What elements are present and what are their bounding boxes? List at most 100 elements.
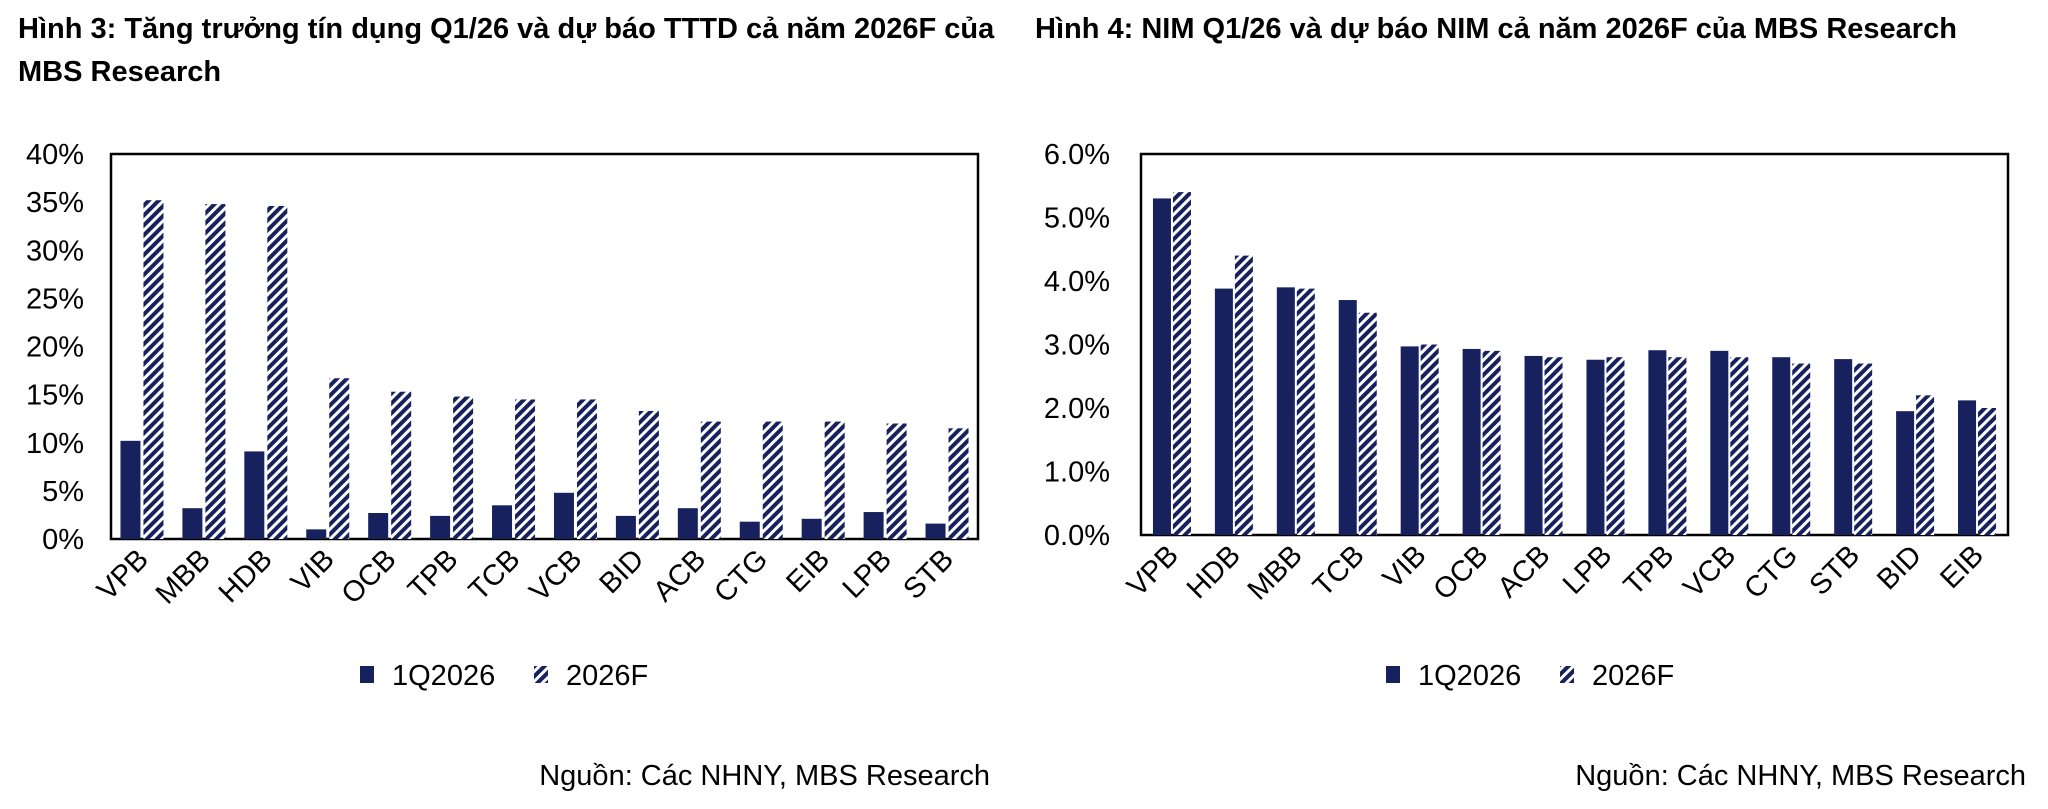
bar-1q2026 [244, 451, 265, 539]
bar-1q2026 [863, 512, 884, 539]
y-tick-label: 0.0% [1044, 520, 1110, 552]
x-tick-label: STB [1804, 539, 1867, 602]
bar-1q2026 [801, 518, 822, 539]
bar-1q2026 [1958, 400, 1977, 535]
bar-1q2026 [1710, 350, 1729, 535]
x-tick-label: OCB [1427, 539, 1494, 606]
x-tick-label: TCB [463, 543, 527, 607]
legend: 1Q2026 2026F [1386, 660, 1674, 692]
bar-2026f [1358, 312, 1377, 535]
x-tick-label: MBB [1242, 539, 1309, 606]
x-tick-label: ACB [647, 543, 712, 608]
bar-1q2026 [1276, 287, 1295, 535]
bar-2026f [576, 399, 597, 539]
chart-title: Hình 3: Tăng trưởng tín dụng Q1/26 và dự… [18, 13, 995, 88]
y-tick-label: 3.0% [1044, 330, 1110, 362]
bar-1q2026 [1214, 288, 1233, 535]
bar-2026f [1668, 357, 1687, 535]
x-tick-label: BID [594, 543, 651, 600]
bar-1q2026 [1896, 411, 1915, 535]
bar-1q2026 [925, 523, 946, 539]
source-note: Nguồn: Các NHNY, MBS Research [539, 760, 990, 792]
bar-2026f [1606, 357, 1625, 535]
bar-2026f [762, 421, 783, 539]
bar-2026f [329, 378, 350, 539]
x-tick-label: CTG [1738, 539, 1804, 605]
bar-1q2026 [677, 508, 698, 539]
bar-1q2026 [306, 529, 327, 539]
bar-1q2026 [368, 513, 389, 539]
bar-2026f [700, 421, 721, 539]
source-note: Nguồn: Các NHNY, MBS Research [1575, 760, 2026, 792]
y-tick-label: 35% [26, 187, 84, 219]
x-tick-label: OCB [336, 543, 403, 610]
bar-2026f [391, 391, 412, 539]
bar-2026f [267, 205, 288, 539]
bar-2026f [1792, 363, 1811, 535]
x-tick-label: VIB [1377, 539, 1433, 595]
bar-2026f [638, 410, 659, 539]
bar-2026f [1172, 192, 1191, 535]
x-tick-label: TPB [1618, 539, 1681, 602]
legend-label-1q2026: 1Q2026 [1418, 660, 1521, 692]
x-tick-label: LPB [1557, 539, 1618, 600]
bar-2026f [205, 204, 226, 540]
bar-1q2026 [1834, 359, 1853, 535]
x-tick-label: VCB [1677, 539, 1742, 604]
x-tick-label: EIB [1934, 539, 1990, 595]
bar-2026f [453, 396, 474, 539]
legend-swatch-1q2026 [1386, 666, 1400, 683]
y-tick-label: 5% [42, 476, 84, 508]
x-tick-label: VIB [285, 543, 341, 599]
legend-label-2026f: 2026F [1592, 660, 1674, 692]
bar-1q2026 [553, 492, 574, 539]
x-tick-label: HDB [213, 543, 279, 609]
y-tick-label: 5.0% [1044, 203, 1110, 235]
nim-chart: 0.0% 1.0% 2.0% 3.0% 4.0% 5.0% 6.0% VPBHDBMBBTCB… [1044, 139, 2010, 692]
x-tick-label: VPB [91, 543, 155, 607]
y-tick-label: 4.0% [1044, 266, 1110, 298]
x-tick-label: TCB [1307, 539, 1371, 603]
bar-1q2026 [182, 508, 203, 539]
x-tick-label: HDB [1181, 539, 1247, 605]
bar-2026f [1854, 363, 1873, 535]
x-tick-label: LPB [837, 543, 898, 604]
y-tick-label: 6.0% [1044, 139, 1110, 171]
legend-swatch-1q2026 [360, 666, 374, 683]
legend: 1Q2026 2026F [360, 660, 648, 692]
chart-panel-left: Hình 3: Tăng trưởng tín dụng Q1/26 và dự… [18, 13, 995, 792]
plot-frame [1139, 152, 2010, 537]
y-tick-label: 10% [26, 428, 84, 460]
chart-title: Hình 4: NIM Q1/26 và dự báo NIM cả năm 2… [1035, 13, 1957, 45]
bar-2026f [1916, 395, 1935, 535]
legend-swatch-2026f [1560, 666, 1574, 683]
y-tick-label: 20% [26, 332, 84, 364]
x-tick-label: BID [1871, 539, 1928, 596]
x-tick-label: VCB [524, 543, 589, 608]
y-tick-label: 40% [26, 139, 84, 171]
bar-1q2026 [1586, 359, 1605, 535]
bar-2026f [515, 399, 536, 539]
y-tick-label: 1.0% [1044, 457, 1110, 489]
bar-2026f [143, 200, 164, 539]
bar-1q2026 [1152, 198, 1171, 535]
chart-panel-right: Hình 4: NIM Q1/26 và dự báo NIM cả năm 2… [1024, 0, 2048, 809]
y-tick-label: 0% [42, 524, 84, 556]
legend-label-2026f: 2026F [566, 660, 648, 692]
bar-2026f [1544, 357, 1563, 535]
bar-2026f [1730, 357, 1749, 535]
bar-1q2026 [739, 521, 760, 539]
x-tick-label: VPB [1121, 539, 1185, 603]
bar-2026f [1234, 255, 1253, 535]
bar-1q2026 [430, 515, 451, 539]
x-tick-label: MBB [150, 543, 217, 610]
plot-frame [109, 152, 980, 541]
legend-label-1q2026: 1Q2026 [392, 660, 495, 692]
bar-2026f [824, 421, 845, 539]
x-tick-label: TPB [402, 543, 465, 606]
y-tick-label: 30% [26, 235, 84, 267]
bar-2026f [886, 423, 907, 539]
bar-1q2026 [1400, 346, 1419, 535]
x-tick-label: CTG [708, 543, 774, 609]
